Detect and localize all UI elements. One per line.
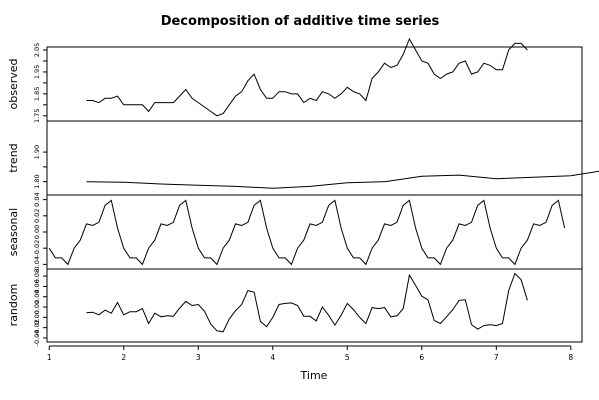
ytick-label: -0.02 (33, 240, 41, 257)
panel-seasonal-frame (46, 194, 583, 270)
seasonal-series-line (48, 199, 566, 266)
xtick-label: 7 (494, 353, 499, 362)
panel-random-yticks: -0.04-0.020.000.020.040.060.08 (33, 269, 47, 347)
ytick-label: -0.02 (33, 319, 41, 336)
xtick-label: 5 (345, 353, 350, 362)
observed-series-line (86, 37, 528, 117)
panel-random: random -0.04-0.020.000.020.040.060.08 (7, 268, 583, 347)
ytick-label: 0.04 (33, 289, 41, 303)
xtick-label: 6 (419, 353, 424, 362)
ytick-label: -0.04 (33, 256, 41, 273)
ytick-label: 0.04 (33, 192, 41, 206)
ytick-label: 1.95 (33, 65, 41, 79)
x-axis-label: Time (300, 369, 328, 382)
panel-random-ylabel: random (7, 284, 20, 327)
panel-trend-frame (46, 120, 583, 196)
panel-observed-ylabel: observed (7, 59, 20, 110)
random-series-line (86, 272, 528, 333)
panel-observed-yticks: 1.75 1.85 1.95 2.05 (33, 43, 47, 123)
ytick-label: 1.80 (33, 174, 41, 188)
ytick-label: 0.00 (33, 310, 41, 324)
ytick-label: 0.00 (33, 225, 41, 239)
ytick-label: 0.02 (33, 209, 41, 223)
ytick-label: 2.05 (33, 43, 41, 57)
panel-seasonal-ylabel: seasonal (7, 208, 20, 256)
trend-series-line (86, 170, 599, 189)
ytick-label: 0.06 (33, 279, 41, 293)
xtick-label: 3 (196, 353, 201, 362)
x-axis: 1 2 3 4 5 6 7 8 (47, 345, 573, 362)
panel-trend-ylabel: trend (7, 143, 20, 172)
ytick-label: 0.02 (33, 300, 41, 314)
panel-trend: trend 1.80 1.90 (7, 120, 599, 196)
ytick-label: -0.04 (33, 330, 41, 347)
xtick-label: 2 (121, 353, 126, 362)
panel-trend-yticks: 1.80 1.90 (33, 145, 47, 189)
panel-observed-frame (46, 46, 583, 122)
xtick-label: 4 (270, 353, 275, 362)
panel-random-frame (46, 268, 583, 343)
ytick-label: 0.08 (33, 269, 41, 283)
xtick-label: 1 (47, 353, 52, 362)
chart-title: Decomposition of additive time series (161, 14, 440, 29)
panel-seasonal-yticks: -0.04-0.020.00 0.02 0.04 (33, 192, 47, 273)
ytick-label: 1.85 (33, 87, 41, 101)
panel-seasonal: seasonal -0.04-0.020.00 0.02 0.04 (7, 192, 583, 273)
xtick-label: 8 (568, 353, 573, 362)
ytick-label: 1.90 (33, 145, 41, 159)
ytick-label: 1.75 (33, 109, 41, 123)
panel-observed: observed 1.75 1.85 1.95 2.05 (7, 37, 583, 123)
